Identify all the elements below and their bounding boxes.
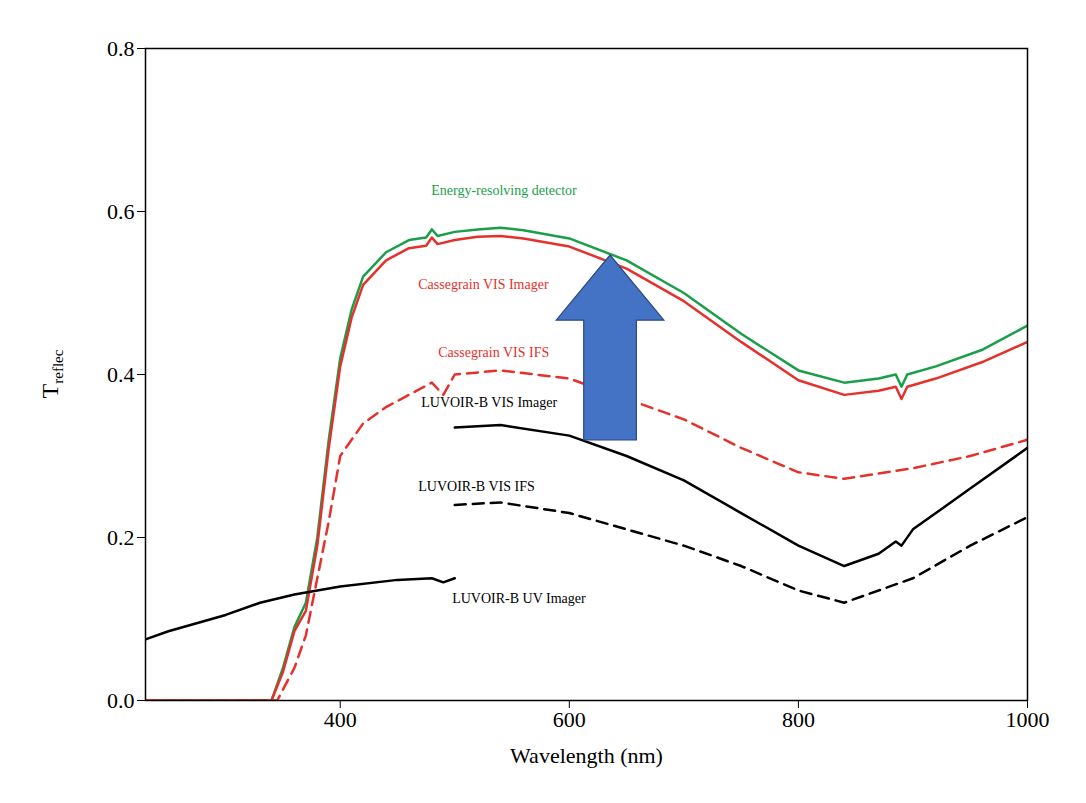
svg-text:Cassegrain VIS Imager: Cassegrain VIS Imager <box>418 277 549 292</box>
svg-text:Wavelength (nm): Wavelength (nm) <box>510 743 663 768</box>
svg-text:0.4: 0.4 <box>107 362 135 387</box>
svg-text:Treflec: Treflec <box>37 349 66 398</box>
svg-text:800: 800 <box>782 707 815 732</box>
svg-text:0.2: 0.2 <box>107 525 135 550</box>
svg-text:600: 600 <box>553 707 586 732</box>
svg-text:0.0: 0.0 <box>107 688 135 713</box>
svg-text:0.8: 0.8 <box>107 36 135 61</box>
svg-text:Energy-resolving detector: Energy-resolving detector <box>431 183 577 198</box>
svg-text:LUVOIR-B UV Imager: LUVOIR-B UV Imager <box>452 591 586 606</box>
svg-text:400: 400 <box>324 707 357 732</box>
svg-text:LUVOIR-B VIS IFS: LUVOIR-B VIS IFS <box>418 479 534 494</box>
svg-text:LUVOIR-B VIS Imager: LUVOIR-B VIS Imager <box>421 395 557 410</box>
svg-text:1000: 1000 <box>1006 707 1050 732</box>
svg-text:Cassegrain VIS IFS: Cassegrain VIS IFS <box>438 345 549 360</box>
svg-text:0.6: 0.6 <box>107 199 135 224</box>
